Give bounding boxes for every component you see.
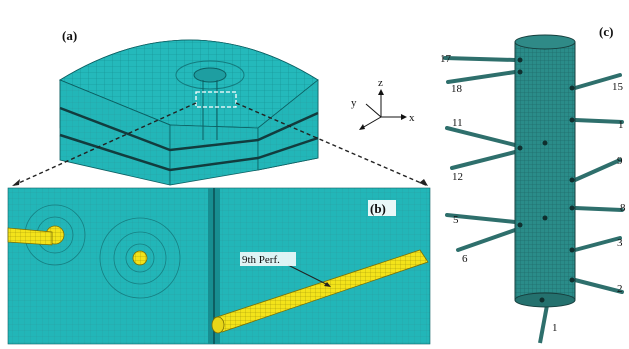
annotation-9th-perf: 9th Perf.: [242, 254, 280, 266]
panel-b-label: (b): [370, 201, 386, 216]
zoom-leader-lines: [11, 102, 429, 187]
tube-label: 1: [552, 322, 558, 334]
panel-c-label: (c): [599, 24, 613, 39]
tube-label: 11: [452, 117, 463, 129]
tube-label: 8: [620, 202, 626, 214]
axis-y-label: y: [351, 97, 357, 109]
panel-c-wellbore: (c) 17 18 11 12 5 6 15 1 9 8 3 2 1: [440, 24, 626, 344]
tube-label: 12: [452, 171, 463, 183]
annotation-leader: [287, 264, 329, 286]
tube-label: 1: [618, 119, 624, 131]
panel-b-zoom-view: 9th Perf. (b): [7, 187, 431, 345]
tube-label: 17: [440, 53, 452, 65]
tube-label: 6: [462, 253, 468, 265]
axis-x-label: x: [409, 112, 415, 124]
axis-triad: z y x: [351, 77, 415, 130]
tube-label: 18: [451, 83, 463, 95]
tube-label: 2: [617, 283, 623, 295]
perforation-hole: [132, 250, 148, 266]
zoom-box: [195, 91, 237, 108]
perforation-tubes: [443, 56, 624, 294]
tube-label: 5: [453, 214, 459, 226]
tube-label: 9: [617, 155, 623, 167]
perforation-channel-left: [7, 227, 53, 246]
panel-a-half-cylinder: [59, 39, 319, 186]
axis-z-label: z: [378, 77, 383, 89]
panel-a-label: (a): [62, 28, 77, 43]
tube-label: 15: [612, 81, 624, 93]
tube-label: 3: [617, 237, 623, 249]
